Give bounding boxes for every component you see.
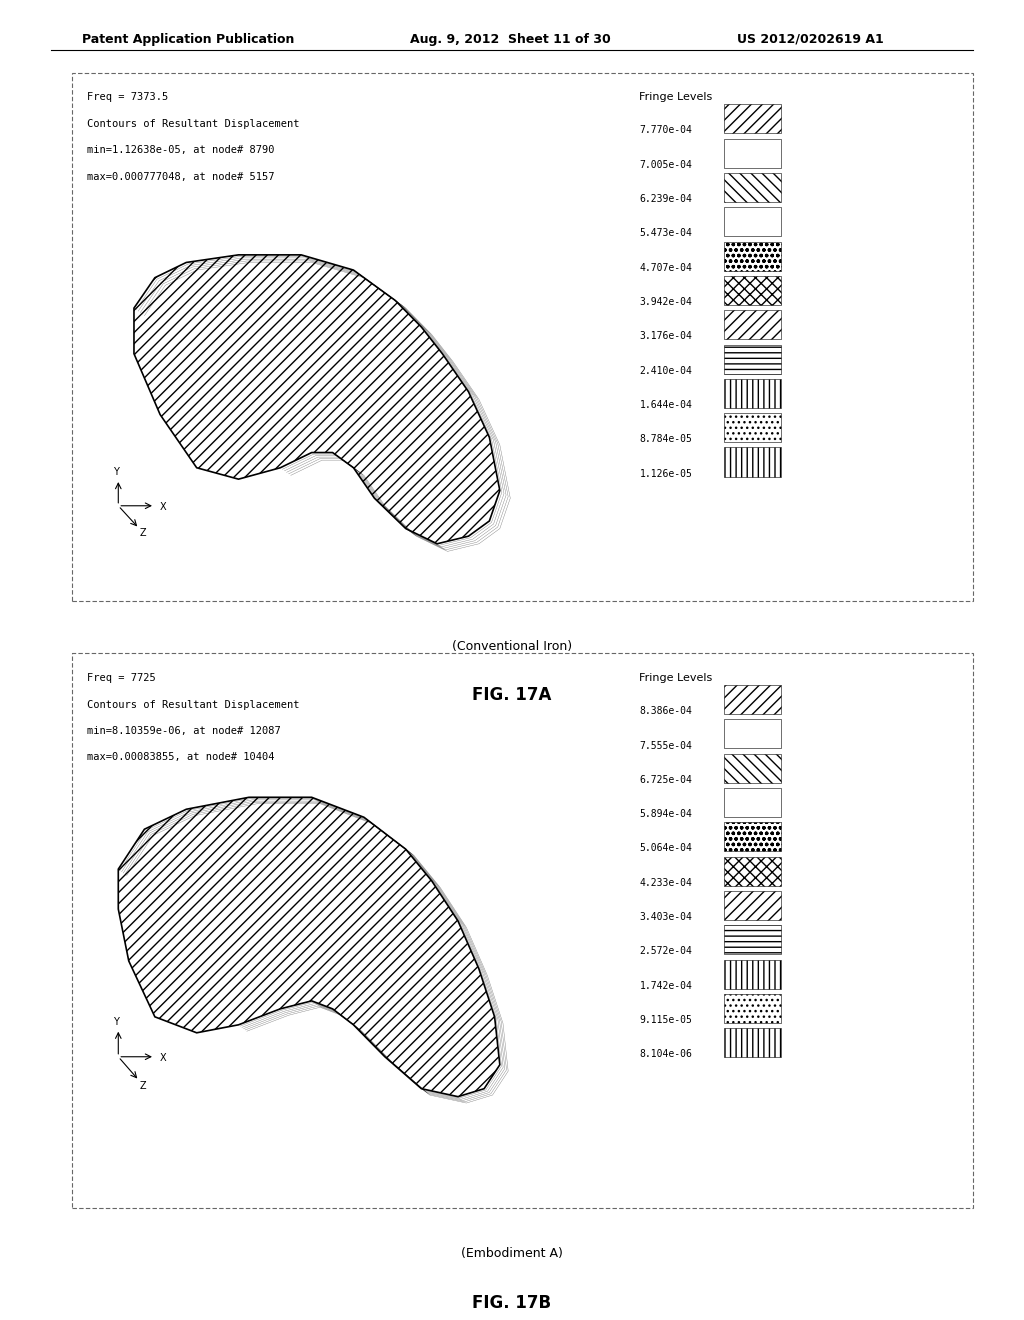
Text: FIG. 17A: FIG. 17A bbox=[472, 686, 552, 705]
Text: 6.239e-04: 6.239e-04 bbox=[639, 194, 692, 205]
Text: Contours of Resultant Displacement: Contours of Resultant Displacement bbox=[87, 700, 300, 710]
Text: min=8.10359e-06, at node# 12087: min=8.10359e-06, at node# 12087 bbox=[87, 726, 281, 737]
Text: 7.555e-04: 7.555e-04 bbox=[639, 741, 692, 751]
Text: Contours of Resultant Displacement: Contours of Resultant Displacement bbox=[87, 119, 300, 129]
Text: 5.064e-04: 5.064e-04 bbox=[639, 843, 692, 854]
Text: 3.403e-04: 3.403e-04 bbox=[639, 912, 692, 923]
Text: 2.572e-04: 2.572e-04 bbox=[639, 946, 692, 957]
Text: 5.473e-04: 5.473e-04 bbox=[639, 228, 692, 239]
Text: 8.784e-05: 8.784e-05 bbox=[639, 434, 692, 445]
Text: 9.115e-05: 9.115e-05 bbox=[639, 1015, 692, 1026]
Text: 1.742e-04: 1.742e-04 bbox=[639, 981, 692, 991]
Text: Y: Y bbox=[113, 467, 119, 478]
Text: 4.707e-04: 4.707e-04 bbox=[639, 263, 692, 273]
Text: (Conventional Iron): (Conventional Iron) bbox=[452, 640, 572, 653]
Text: Fringe Levels: Fringe Levels bbox=[639, 92, 713, 103]
Text: 2.410e-04: 2.410e-04 bbox=[639, 366, 692, 376]
Text: FIG. 17B: FIG. 17B bbox=[472, 1294, 552, 1312]
Text: Aug. 9, 2012  Sheet 11 of 30: Aug. 9, 2012 Sheet 11 of 30 bbox=[410, 33, 610, 46]
Text: 8.386e-04: 8.386e-04 bbox=[639, 706, 692, 717]
Text: Freq = 7373.5: Freq = 7373.5 bbox=[87, 92, 168, 103]
Text: 4.233e-04: 4.233e-04 bbox=[639, 878, 692, 888]
Text: 7.770e-04: 7.770e-04 bbox=[639, 125, 692, 136]
Text: max=0.000777048, at node# 5157: max=0.000777048, at node# 5157 bbox=[87, 172, 274, 182]
Text: (Embodiment A): (Embodiment A) bbox=[461, 1247, 563, 1261]
Text: Patent Application Publication: Patent Application Publication bbox=[82, 33, 294, 46]
Text: min=1.12638e-05, at node# 8790: min=1.12638e-05, at node# 8790 bbox=[87, 145, 274, 156]
Text: 3.176e-04: 3.176e-04 bbox=[639, 331, 692, 342]
Text: 5.894e-04: 5.894e-04 bbox=[639, 809, 692, 820]
Text: max=0.00083855, at node# 10404: max=0.00083855, at node# 10404 bbox=[87, 752, 274, 763]
Text: US 2012/0202619 A1: US 2012/0202619 A1 bbox=[737, 33, 884, 46]
Text: X: X bbox=[160, 502, 167, 512]
Text: 3.942e-04: 3.942e-04 bbox=[639, 297, 692, 308]
Text: Z: Z bbox=[139, 528, 145, 539]
Polygon shape bbox=[134, 255, 500, 544]
Text: Z: Z bbox=[139, 1081, 145, 1090]
Text: 7.005e-04: 7.005e-04 bbox=[639, 160, 692, 170]
Polygon shape bbox=[119, 797, 500, 1097]
Text: X: X bbox=[160, 1053, 167, 1063]
Text: 8.104e-06: 8.104e-06 bbox=[639, 1049, 692, 1060]
Text: Fringe Levels: Fringe Levels bbox=[639, 673, 713, 684]
Text: 1.126e-05: 1.126e-05 bbox=[639, 469, 692, 479]
Text: Freq = 7725: Freq = 7725 bbox=[87, 673, 156, 684]
Text: Y: Y bbox=[113, 1016, 119, 1027]
Text: 1.644e-04: 1.644e-04 bbox=[639, 400, 692, 411]
Text: 6.725e-04: 6.725e-04 bbox=[639, 775, 692, 785]
